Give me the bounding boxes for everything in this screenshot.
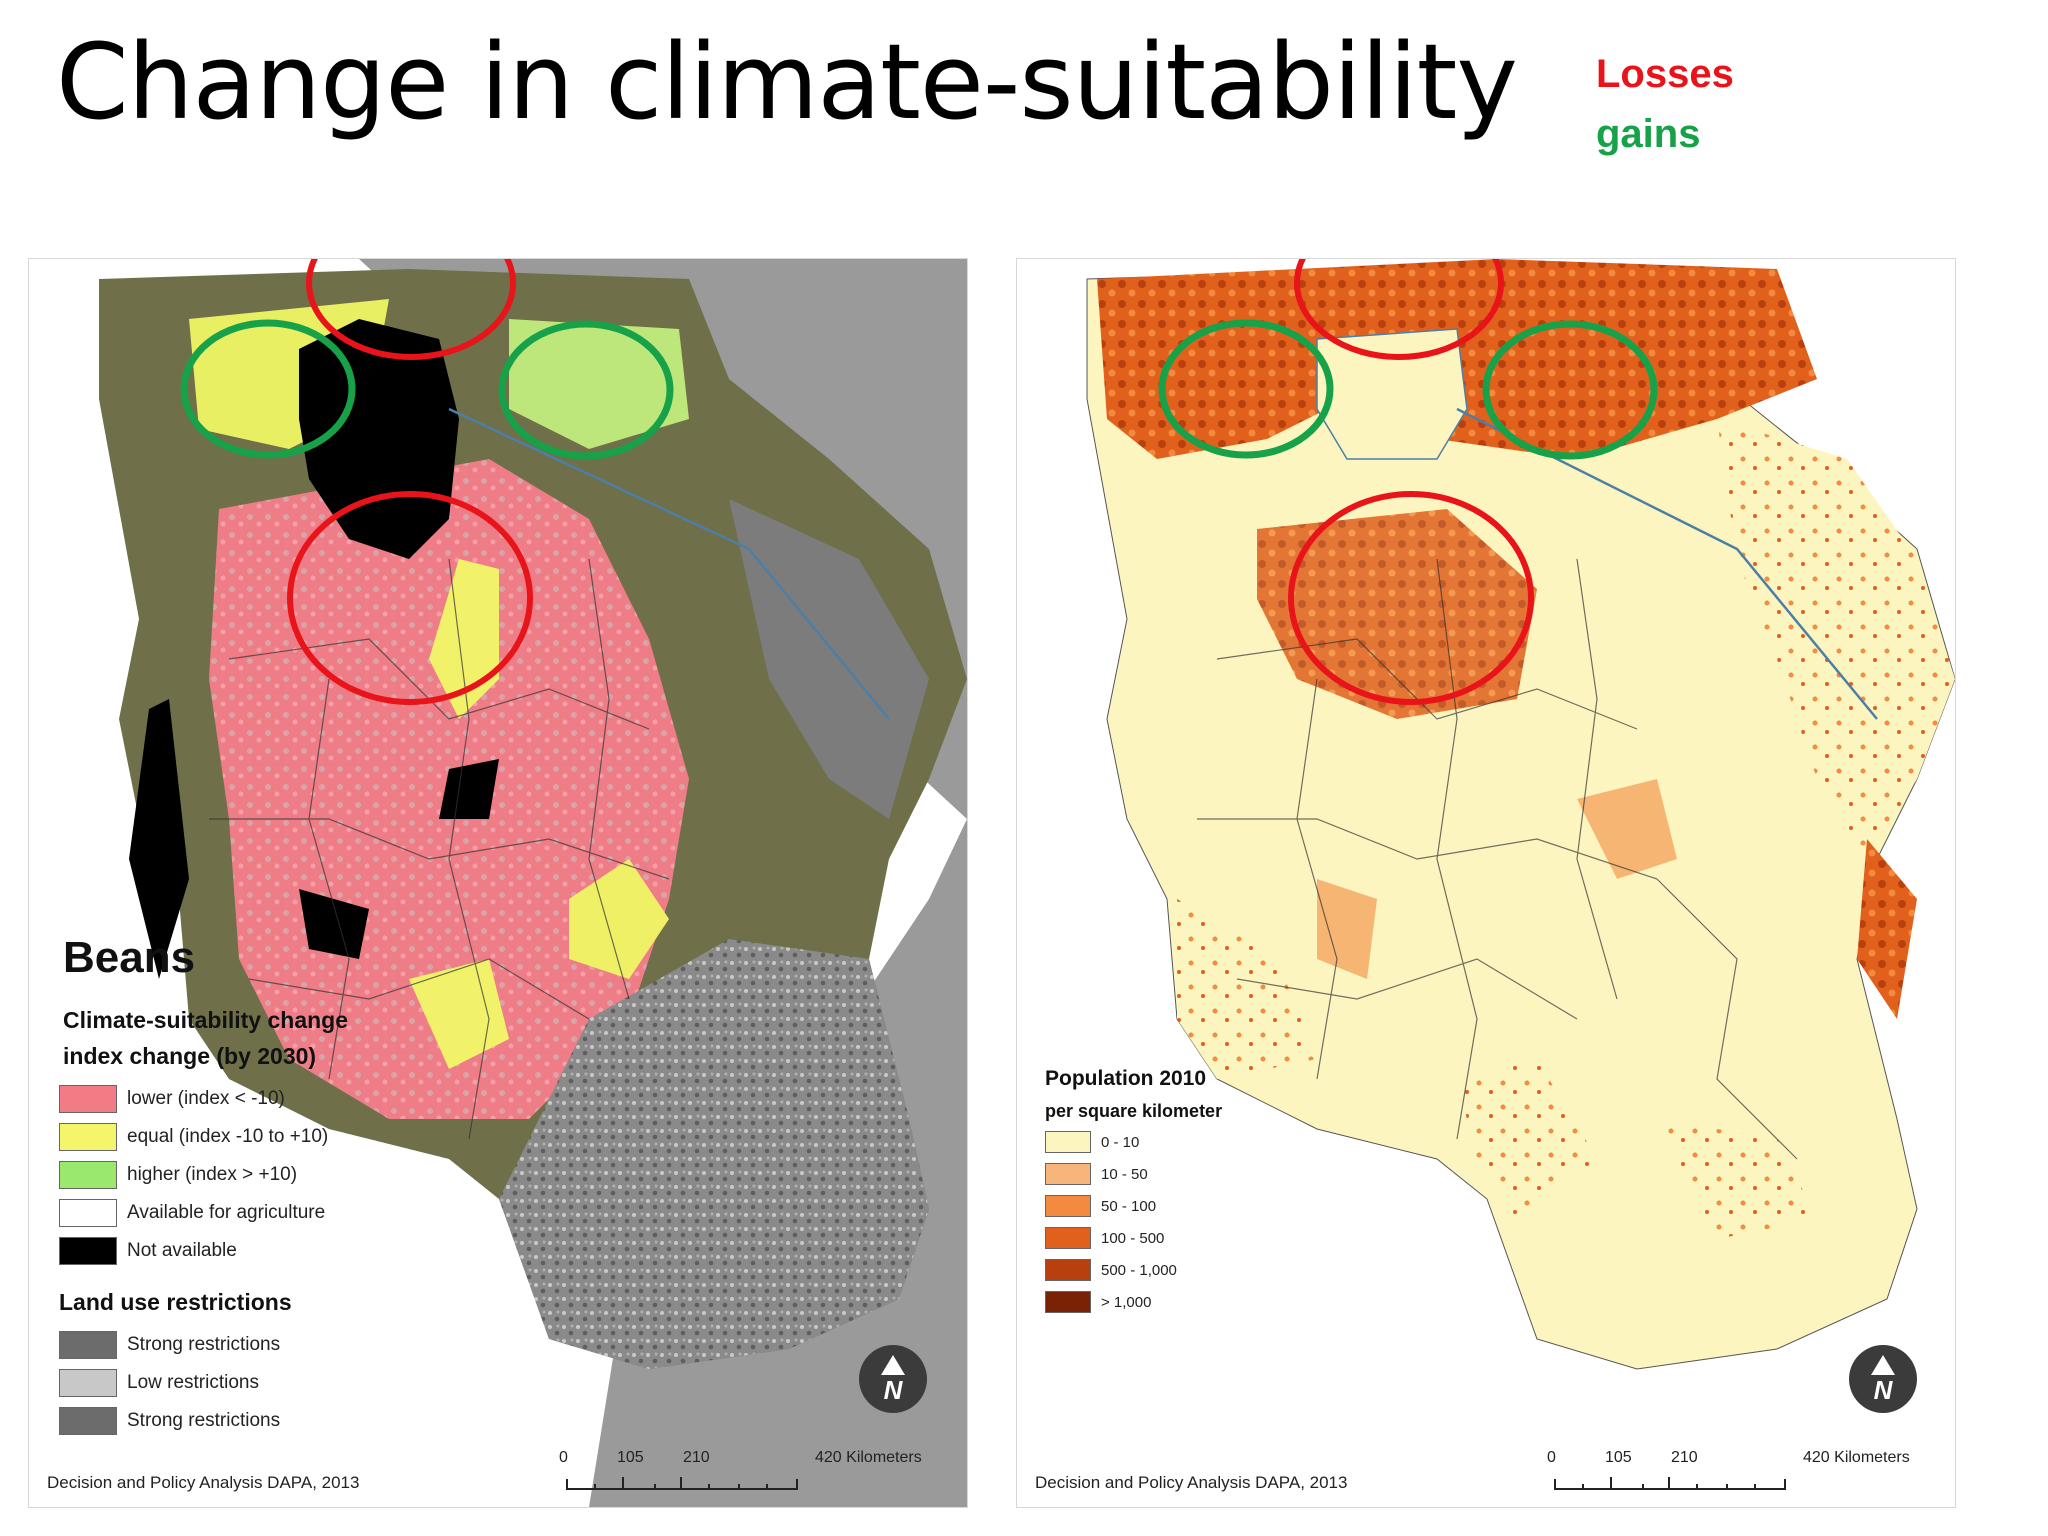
scale-label-210: 210: [683, 1449, 710, 1466]
scale-label-420: 420 Kilometers: [815, 1449, 922, 1466]
legend1-item-available: Available for agriculture: [59, 1199, 325, 1227]
legend-label: 0 - 10: [1101, 1133, 1140, 1151]
gains-key-label: gains: [1596, 112, 1701, 156]
legend2-item-strong: Strong restrictions: [59, 1331, 280, 1359]
scale-label-0: 0: [559, 1449, 568, 1466]
legend-swatch: [1045, 1163, 1091, 1185]
legend-label: 10 - 50: [1101, 1165, 1148, 1183]
legend-swatch: [59, 1085, 117, 1113]
gain-circle-west: [180, 319, 356, 459]
population-map: Population 2010 per square kilometer 0 -…: [1016, 258, 1956, 1508]
legend-swatch: [59, 1331, 117, 1359]
loss-circle-north: [306, 259, 516, 360]
legend-swatch: [1045, 1131, 1091, 1153]
legend-label: 100 - 500: [1101, 1229, 1165, 1247]
beans-suitability-map: Beans Climate-suitability change index c…: [28, 258, 968, 1508]
north-arrow-icon: N: [859, 1345, 927, 1413]
slide-title: Change in climate-suitability: [56, 21, 1518, 143]
legend-swatch: [1045, 1195, 1091, 1217]
beans-map-graphic: [99, 259, 967, 1507]
loss-circle-center: [287, 491, 533, 705]
legend2-title: Land use restrictions: [59, 1289, 292, 1315]
legend1-item-equal: equal (index -10 to +10): [59, 1123, 328, 1151]
legend-swatch: [59, 1123, 117, 1151]
population-legend-title: Population 2010: [1045, 1067, 1207, 1090]
legend-swatch: [59, 1237, 117, 1265]
legend-swatch: [1045, 1227, 1091, 1249]
losses-key-label: Losses: [1596, 52, 1734, 96]
north-label: N: [884, 1375, 904, 1405]
legend-swatch: [1045, 1259, 1091, 1281]
loss-circle-north-right: [1294, 259, 1504, 360]
legend-label: > 1,000: [1101, 1293, 1152, 1311]
gain-circle-east-right: [1482, 320, 1658, 460]
scale-label-420: 420 Kilometers: [1803, 1449, 1910, 1466]
pop-legend-item-3: 100 - 500: [1045, 1227, 1164, 1249]
legend-swatch: [59, 1161, 117, 1189]
pop-legend-item-0: 0 - 10: [1045, 1131, 1139, 1153]
legend1-subtitle: index change (by 2030): [63, 1043, 317, 1069]
pop-legend-item-4: 500 - 1,000: [1045, 1259, 1177, 1281]
legend-label: Not available: [127, 1240, 237, 1261]
population-map-graphic: [1086, 259, 1955, 1370]
legend1-item-higher: higher (index > +10): [59, 1161, 297, 1189]
scale-label-105: 105: [617, 1449, 644, 1466]
legend-swatch: [59, 1407, 117, 1435]
north-label: N: [1874, 1375, 1894, 1405]
map-credit: Decision and Policy Analysis DAPA, 2013: [1035, 1473, 1348, 1492]
legend-label: 50 - 100: [1101, 1197, 1157, 1215]
legend-label: 500 - 1,000: [1101, 1261, 1177, 1279]
scale-label-0: 0: [1547, 1449, 1556, 1466]
legend-label: Strong restrictions: [127, 1334, 281, 1355]
pop-legend-item-5: > 1,000: [1045, 1291, 1151, 1313]
scale-label-105: 105: [1605, 1449, 1632, 1466]
north-arrow-icon: N: [1849, 1345, 1917, 1413]
legend-label: higher (index > +10): [127, 1164, 298, 1185]
loss-circle-center-right: [1288, 491, 1534, 705]
scale-label-210: 210: [1671, 1449, 1698, 1466]
gain-circle-west-right: [1158, 319, 1334, 459]
legend-swatch: [1045, 1291, 1091, 1313]
gain-circle-east: [498, 320, 674, 460]
legend1-title: Climate-suitability change: [63, 1007, 349, 1033]
legend-label: Available for agriculture: [127, 1202, 326, 1223]
legend-label: equal (index -10 to +10): [127, 1126, 329, 1147]
pop-legend-item-1: 10 - 50: [1045, 1163, 1148, 1185]
legend-label: Low restrictions: [127, 1372, 259, 1393]
pop-legend-item-2: 50 - 100: [1045, 1195, 1156, 1217]
legend1-item-lower: lower (index < -10): [59, 1085, 285, 1113]
legend-swatch: [59, 1369, 117, 1397]
population-legend-subtitle: per square kilometer: [1045, 1101, 1223, 1121]
legend-swatch: [59, 1199, 117, 1227]
legend1-item-not-available: Not available: [59, 1237, 237, 1265]
map-credit: Decision and Policy Analysis DAPA, 2013: [47, 1473, 360, 1492]
legend2-item-low: Low restrictions: [59, 1369, 259, 1397]
legend2-item-strong-2: Strong restrictions: [59, 1407, 280, 1435]
legend-label: Strong restrictions: [127, 1410, 281, 1431]
map-heading-beans: Beans: [63, 933, 196, 982]
legend-label: lower (index < -10): [127, 1088, 285, 1109]
